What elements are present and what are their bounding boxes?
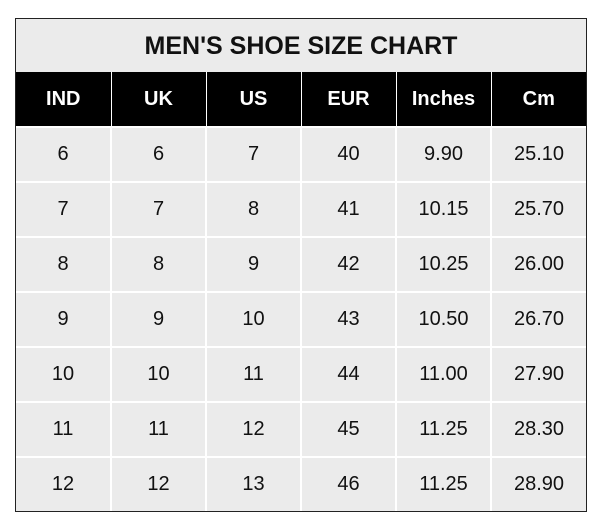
table-cell: 11 xyxy=(205,346,301,402)
table-row: 8 8 9 42 10.25 26.00 xyxy=(16,236,586,292)
size-table: IND UK US EUR Inches Cm 6 6 7 40 9.90 25.10 7 7 8 41 10… xyxy=(16,72,586,511)
table-cell: 10.50 xyxy=(395,291,491,347)
size-chart: MEN'S SHOE SIZE CHART IND UK US EUR Inches Cm… xyxy=(15,18,587,512)
table-cell: 9 xyxy=(16,291,111,347)
table-cell: 6 xyxy=(110,126,206,182)
table-cell: 11.25 xyxy=(395,456,491,511)
table-cell: 44 xyxy=(300,346,396,402)
table-cell: 7 xyxy=(16,181,111,237)
table-cell: 8 xyxy=(205,181,301,237)
table-cell: 28.30 xyxy=(490,401,586,457)
column-header: Inches xyxy=(395,72,491,127)
table-cell: 25.10 xyxy=(490,126,586,182)
table-cell: 11 xyxy=(16,401,111,457)
table-cell: 9 xyxy=(205,236,301,292)
table-cell: 9 xyxy=(110,291,206,347)
table-cell: 25.70 xyxy=(490,181,586,237)
table-row: 10 10 11 44 11.00 27.90 xyxy=(16,346,586,402)
table-row: 11 11 12 45 11.25 28.30 xyxy=(16,401,586,457)
table-row: 9 9 10 43 10.50 26.70 xyxy=(16,291,586,347)
table-cell: 45 xyxy=(300,401,396,457)
table-cell: 8 xyxy=(16,236,111,292)
table-cell: 27.90 xyxy=(490,346,586,402)
table-cell: 11.00 xyxy=(395,346,491,402)
table-cell: 11 xyxy=(110,401,206,457)
table-cell: 10 xyxy=(110,346,206,402)
table-cell: 10.15 xyxy=(395,181,491,237)
column-header: IND xyxy=(16,72,111,127)
table-cell: 8 xyxy=(110,236,206,292)
table-cell: 40 xyxy=(300,126,396,182)
table-cell: 41 xyxy=(300,181,396,237)
table-cell: 42 xyxy=(300,236,396,292)
table-cell: 12 xyxy=(110,456,206,511)
table-cell: 28.90 xyxy=(490,456,586,511)
column-header: UK xyxy=(110,72,206,127)
table-cell: 26.00 xyxy=(490,236,586,292)
header-row: IND UK US EUR Inches Cm xyxy=(16,72,586,127)
table-cell: 12 xyxy=(205,401,301,457)
table-row: 7 7 8 41 10.15 25.70 xyxy=(16,181,586,237)
table-cell: 6 xyxy=(16,126,111,182)
table-cell: 10.25 xyxy=(395,236,491,292)
table-cell: 7 xyxy=(205,126,301,182)
table-row: 12 12 13 46 11.25 28.90 xyxy=(16,456,586,511)
table-cell: 11.25 xyxy=(395,401,491,457)
table-cell: 43 xyxy=(300,291,396,347)
table-cell: 26.70 xyxy=(490,291,586,347)
table-cell: 13 xyxy=(205,456,301,511)
table-cell: 12 xyxy=(16,456,111,511)
chart-title: MEN'S SHOE SIZE CHART xyxy=(144,32,458,60)
table-cell: 10 xyxy=(205,291,301,347)
column-header: Cm xyxy=(490,72,586,127)
table-row: 6 6 7 40 9.90 25.10 xyxy=(16,126,586,182)
table-cell: 9.90 xyxy=(395,126,491,182)
table-cell: 10 xyxy=(16,346,111,402)
table-cell: 46 xyxy=(300,456,396,511)
column-header: US xyxy=(205,72,301,127)
column-header: EUR xyxy=(300,72,396,127)
table-cell: 7 xyxy=(110,181,206,237)
